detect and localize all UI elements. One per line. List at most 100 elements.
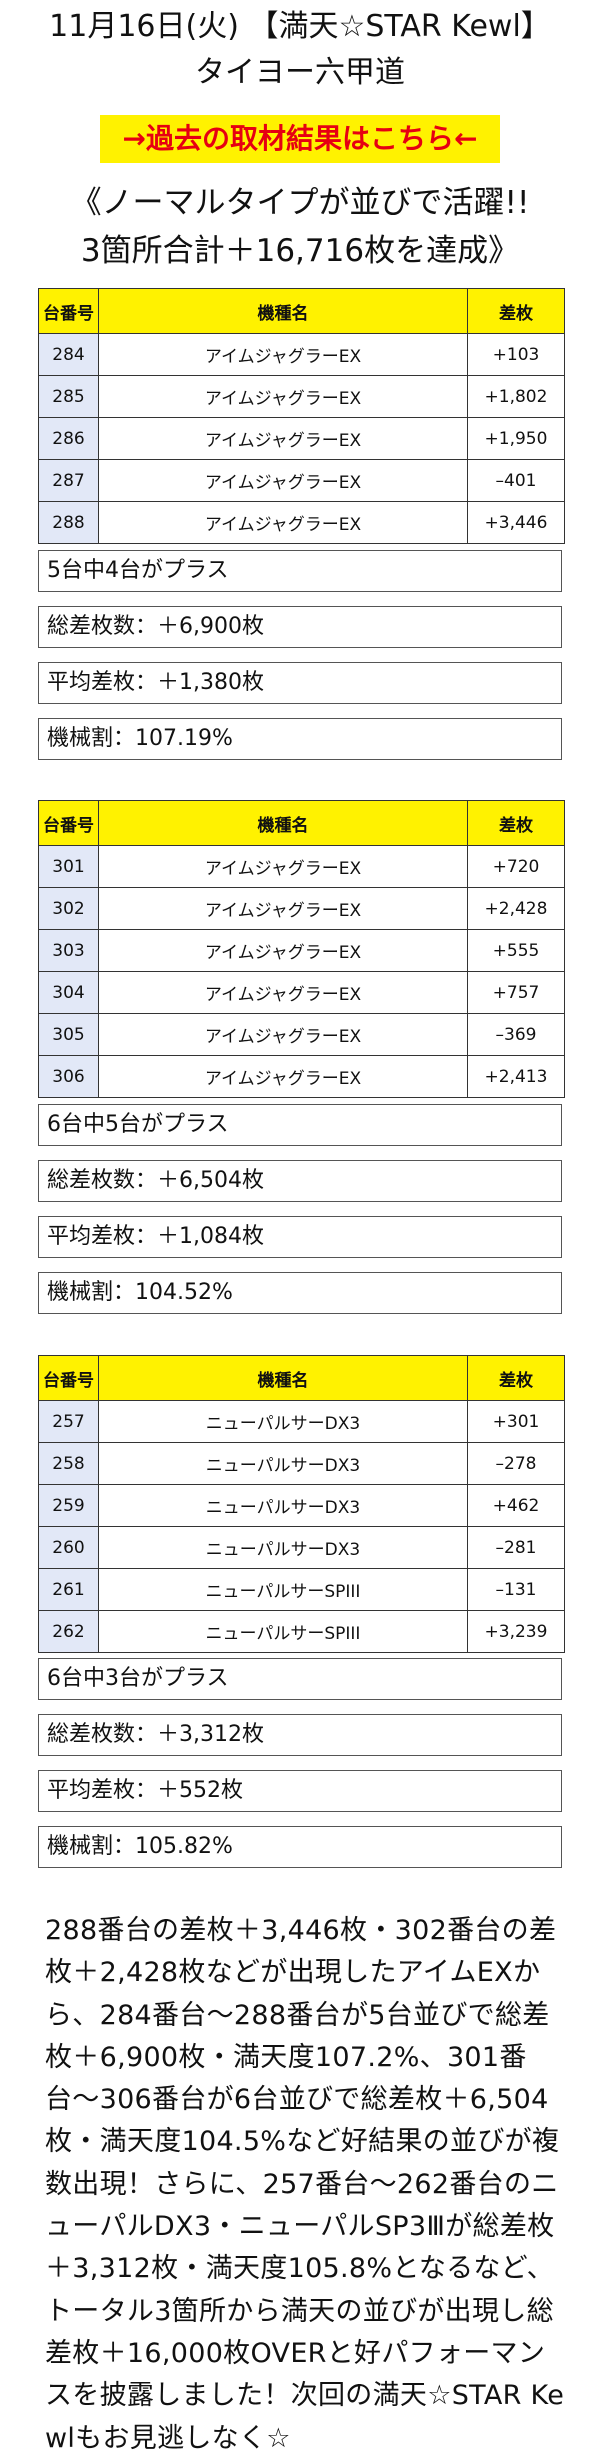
cell-no: 304 bbox=[38, 971, 99, 1014]
cell-model: アイムジャグラーEX bbox=[98, 333, 468, 376]
cell-diff: +462 bbox=[467, 1484, 565, 1527]
cell-no: 306 bbox=[38, 1055, 99, 1098]
header-no: 台番号 bbox=[38, 288, 99, 334]
cell-model: アイムジャグラーEX bbox=[98, 929, 468, 972]
cell-no: 257 bbox=[38, 1400, 99, 1443]
cell-no: 284 bbox=[38, 333, 99, 376]
header-diff: 差枚 bbox=[467, 800, 565, 846]
summary-plus-count: 6台中3台がプラス bbox=[38, 1658, 562, 1700]
table-header-row: 台番号 機種名 差枚 bbox=[38, 800, 565, 846]
headline-line-1: 《ノーマルタイプが並びで活躍!! bbox=[70, 185, 530, 221]
cell-diff: +3,446 bbox=[467, 501, 565, 544]
cell-diff: +1,802 bbox=[467, 375, 565, 418]
article-body: 288番台の差枚＋3,446枚・302番台の差枚＋2,428枚などが出現したアイ… bbox=[45, 1915, 565, 2454]
cell-diff: +1,950 bbox=[467, 417, 565, 460]
header-model: 機種名 bbox=[98, 800, 468, 846]
cell-model: アイムジャグラーEX bbox=[98, 417, 468, 460]
cell-no: 258 bbox=[38, 1442, 99, 1485]
cell-model: アイムジャグラーEX bbox=[98, 1013, 468, 1056]
cell-no: 262 bbox=[38, 1610, 99, 1653]
cell-model: ニューパルサーSPIII bbox=[98, 1568, 468, 1611]
table-row: 305 アイムジャグラーEX –369 bbox=[38, 1013, 565, 1056]
store-name: タイヨー六甲道 bbox=[195, 55, 405, 90]
cell-model: ニューパルサーDX3 bbox=[98, 1526, 468, 1569]
page-title: 11月16日(火) 【満天☆STAR Kewl】 bbox=[49, 9, 551, 44]
cell-no: 259 bbox=[38, 1484, 99, 1527]
cell-diff: +2,413 bbox=[467, 1055, 565, 1098]
summary-total: 総差枚数：＋6,900枚 bbox=[38, 606, 562, 648]
cell-no: 288 bbox=[38, 501, 99, 544]
table-row: 284 アイムジャグラーEX +103 bbox=[38, 333, 565, 376]
table-row: 287 アイムジャグラーEX –401 bbox=[38, 459, 565, 502]
table-row: 260 ニューパルサーDX3 –281 bbox=[38, 1526, 565, 1569]
cell-diff: +720 bbox=[467, 845, 565, 888]
cell-no: 287 bbox=[38, 459, 99, 502]
summary-payout-rate: 機械割：104.52% bbox=[38, 1272, 562, 1314]
cell-diff: +555 bbox=[467, 929, 565, 972]
table-row: 258 ニューパルサーDX3 –278 bbox=[38, 1442, 565, 1485]
summary-plus-count: 5台中4台がプラス bbox=[38, 550, 562, 592]
table-row: 257 ニューパルサーDX3 +301 bbox=[38, 1400, 565, 1443]
summary-average: 平均差枚：＋1,084枚 bbox=[38, 1216, 562, 1258]
cell-no: 303 bbox=[38, 929, 99, 972]
cell-diff: +301 bbox=[467, 1400, 565, 1443]
table-row: 303 アイムジャグラーEX +555 bbox=[38, 929, 565, 972]
header-no: 台番号 bbox=[38, 800, 99, 846]
table-row: 262 ニューパルサーSPIII +3,239 bbox=[38, 1610, 565, 1653]
cell-model: アイムジャグラーEX bbox=[98, 887, 468, 930]
cell-model: ニューパルサーSPIII bbox=[98, 1610, 468, 1653]
cell-diff: –369 bbox=[467, 1013, 565, 1056]
table-row: 306 アイムジャグラーEX +2,413 bbox=[38, 1055, 565, 1098]
summary-payout-rate: 機械割：105.82% bbox=[38, 1826, 562, 1868]
cell-no: 302 bbox=[38, 887, 99, 930]
summary-average: 平均差枚：＋552枚 bbox=[38, 1770, 562, 1812]
summary-total: 総差枚数：＋6,504枚 bbox=[38, 1160, 562, 1202]
cell-no: 301 bbox=[38, 845, 99, 888]
summary-total: 総差枚数：＋3,312枚 bbox=[38, 1714, 562, 1756]
cell-model: アイムジャグラーEX bbox=[98, 1055, 468, 1098]
headline-line-2: 3箇所合計＋16,716枚を達成》 bbox=[80, 233, 520, 269]
table-row: 301 アイムジャグラーEX +720 bbox=[38, 845, 565, 888]
summary-payout-rate: 機械割：107.19% bbox=[38, 718, 562, 760]
table-row: 304 アイムジャグラーEX +757 bbox=[38, 971, 565, 1014]
results-table-1: 台番号 機種名 差枚 284 アイムジャグラーEX +103 285 アイムジャグラー… bbox=[38, 288, 565, 544]
table-row: 286 アイムジャグラーEX +1,950 bbox=[38, 417, 565, 460]
cell-diff: –281 bbox=[467, 1526, 565, 1569]
cell-diff: +757 bbox=[467, 971, 565, 1014]
cell-diff: –278 bbox=[467, 1442, 565, 1485]
past-results-link[interactable]: →過去の取材結果はこちら← bbox=[100, 115, 500, 163]
table-row: 259 ニューパルサーDX3 +462 bbox=[38, 1484, 565, 1527]
cell-model: アイムジャグラーEX bbox=[98, 375, 468, 418]
table-header-row: 台番号 機種名 差枚 bbox=[38, 1355, 565, 1401]
cell-no: 260 bbox=[38, 1526, 99, 1569]
cell-model: ニューパルサーDX3 bbox=[98, 1484, 468, 1527]
cell-diff: +2,428 bbox=[467, 887, 565, 930]
table-row: 302 アイムジャグラーEX +2,428 bbox=[38, 887, 565, 930]
table-row: 285 アイムジャグラーEX +1,802 bbox=[38, 375, 565, 418]
cell-no: 261 bbox=[38, 1568, 99, 1611]
cell-no: 286 bbox=[38, 417, 99, 460]
header-no: 台番号 bbox=[38, 1355, 99, 1401]
cell-model: アイムジャグラーEX bbox=[98, 845, 468, 888]
table-row: 261 ニューパルサーSPIII –131 bbox=[38, 1568, 565, 1611]
cell-diff: –401 bbox=[467, 459, 565, 502]
cell-model: アイムジャグラーEX bbox=[98, 971, 468, 1014]
results-table-2: 台番号 機種名 差枚 301 アイムジャグラーEX +720 302 アイムジャグラー… bbox=[38, 800, 565, 1098]
header-diff: 差枚 bbox=[467, 288, 565, 334]
cell-model: アイムジャグラーEX bbox=[98, 459, 468, 502]
cell-no: 285 bbox=[38, 375, 99, 418]
summary-plus-count: 6台中5台がプラス bbox=[38, 1104, 562, 1146]
cell-model: アイムジャグラーEX bbox=[98, 501, 468, 544]
header-model: 機種名 bbox=[98, 288, 468, 334]
cell-diff: +3,239 bbox=[467, 1610, 565, 1653]
cell-diff: –131 bbox=[467, 1568, 565, 1611]
cell-no: 305 bbox=[38, 1013, 99, 1056]
results-table-3: 台番号 機種名 差枚 257 ニューパルサーDX3 +301 258 ニューパルサーD… bbox=[38, 1355, 565, 1653]
header-diff: 差枚 bbox=[467, 1355, 565, 1401]
cell-model: ニューパルサーDX3 bbox=[98, 1442, 468, 1485]
summary-average: 平均差枚：＋1,380枚 bbox=[38, 662, 562, 704]
table-header-row: 台番号 機種名 差枚 bbox=[38, 288, 565, 334]
header-model: 機種名 bbox=[98, 1355, 468, 1401]
table-row: 288 アイムジャグラーEX +3,446 bbox=[38, 501, 565, 544]
